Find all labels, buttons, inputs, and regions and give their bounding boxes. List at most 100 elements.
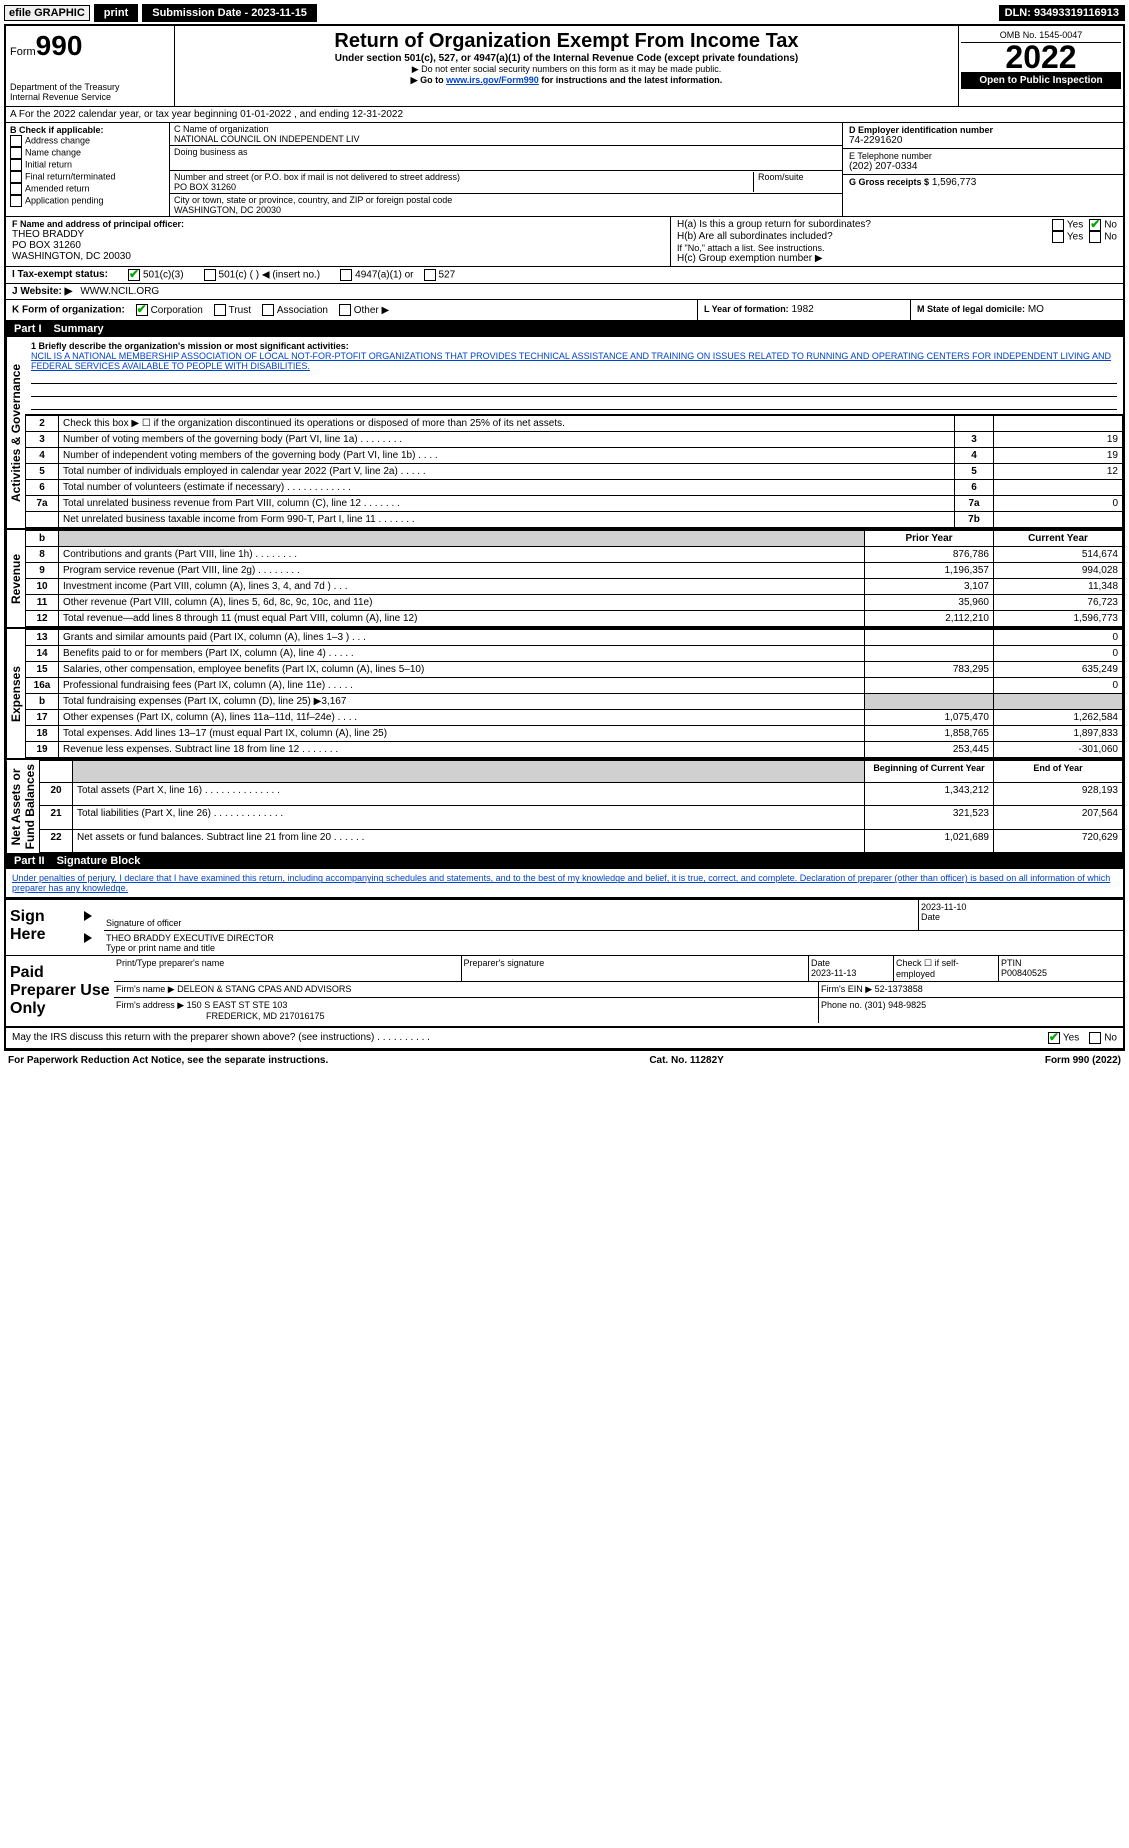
irs-label: Internal Revenue Service [10,92,170,102]
cell: End of Year [994,761,1123,783]
chk-pending[interactable]: Application pending [10,195,165,207]
website-value: WWW.NCIL.ORG [80,286,159,297]
officer-name: THEO BRADDY EXECUTIVE DIRECTOR [106,933,1121,943]
i-527[interactable]: 527 [424,269,456,281]
ein-label: D Employer identification number [849,125,1117,135]
cell [26,512,59,528]
chk-name[interactable]: Name change [10,147,165,159]
cell: 7a [26,496,59,512]
cell: 3 [955,432,994,448]
f-addr2: WASHINGTON, DC 20030 [12,251,664,262]
form990-link[interactable]: www.irs.gov/Form990 [446,75,539,85]
sign-here-block: Sign Here Signature of officer 2023-11-1… [6,898,1123,956]
i-501c3[interactable]: 501(c)(3) [128,269,184,281]
ha-row: H(a) Is this a group return for subordin… [677,219,1117,231]
gross-value: 1,596,773 [932,177,977,188]
city-value: WASHINGTON, DC 20030 [174,205,838,215]
cell: 1,021,689 [865,829,994,852]
arrow-icon [84,900,104,955]
cell: 1,897,833 [994,726,1123,742]
sig-field[interactable] [106,902,916,918]
inspection-badge: Open to Public Inspection [961,72,1121,89]
table-row: bTotal fundraising expenses (Part IX, co… [26,694,1123,710]
ha-yes[interactable]: Yes [1052,219,1083,231]
org-name: NATIONAL COUNCIL ON INDEPENDENT LIV [174,134,838,144]
cell: Number of independent voting members of … [59,448,955,464]
cell: Net assets or fund balances. Subtract li… [73,829,865,852]
org-name-row: C Name of organization NATIONAL COUNCIL … [170,123,842,146]
form-number: 990 [36,30,83,61]
chk-initial[interactable]: Initial return [10,159,165,171]
block-i: I Tax-exempt status: 501(c)(3) 501(c) ( … [6,267,1123,284]
prep-selfemp[interactable]: Check ☐ if self-employed [894,956,999,981]
cell: Total expenses. Add lines 13–17 (must eq… [59,726,865,742]
cell: 720,629 [994,829,1123,852]
preparer-block: Paid Preparer Use Only Print/Type prepar… [6,956,1123,1028]
sign-here-label: Sign Here [6,900,84,955]
chk-address[interactable]: Address change [10,135,165,147]
efile-label: efile GRAPHIC [4,5,90,21]
cell: 7b [955,512,994,528]
form-sub1: Under section 501(c), 527, or 4947(a)(1)… [179,53,954,64]
table-row: 5 Total number of individuals employed i… [26,464,1123,480]
cell: Professional fundraising fees (Part IX, … [59,678,865,694]
cell [865,678,994,694]
cell: 928,193 [994,782,1123,805]
cell: Total unrelated business revenue from Pa… [59,496,955,512]
k-assoc[interactable]: Association [262,305,328,316]
submission-date-button[interactable]: Submission Date - 2023-11-15 [142,4,317,22]
table-row: 17Other expenses (Part IX, column (A), l… [26,710,1123,726]
dept-label: Department of the Treasury [10,82,170,92]
cell: Total revenue—add lines 8 through 11 (mu… [59,611,865,627]
discuss-no[interactable]: No [1089,1032,1117,1044]
chk-final[interactable]: Final return/terminated [10,171,165,183]
form-title: Return of Organization Exempt From Incom… [179,30,954,53]
addr-label: Number and street (or P.O. box if mail i… [174,172,753,182]
sig-date-label: Date [921,912,1121,922]
cell: 1,858,765 [865,726,994,742]
cell: 76,723 [994,595,1123,611]
i-label: I Tax-exempt status: [12,269,108,281]
ha-no[interactable]: No [1089,219,1117,231]
cell: 0 [994,496,1123,512]
k-trust[interactable]: Trust [214,305,251,316]
part2-label: Part II [14,855,45,867]
i-4947[interactable]: 4947(a)(1) or [340,269,413,281]
cell: 18 [26,726,59,742]
side-governance: Activities & Governance [6,337,25,528]
m-value: MO [1028,304,1044,315]
cell: 207,564 [994,806,1123,829]
cell: 12 [994,464,1123,480]
k-label: K Form of organization: [12,305,125,316]
hb-yes[interactable]: Yes [1052,231,1083,243]
cell: Total number of volunteers (estimate if … [59,480,955,496]
cell: 1,343,212 [865,782,994,805]
cell: 6 [26,480,59,496]
side-revenue: Revenue [6,530,25,627]
cell: 11 [26,595,59,611]
cell: 1,075,470 [865,710,994,726]
cell: 2 [26,416,59,432]
footer-left: For Paperwork Reduction Act Notice, see … [8,1055,328,1066]
discuss-yes[interactable]: Yes [1048,1032,1079,1044]
form-container: Form990 Department of the Treasury Inter… [4,24,1125,1050]
part2-title: Signature Block [57,855,141,867]
hb-no[interactable]: No [1089,231,1117,243]
tax-year: 2022 [961,43,1121,72]
blocks-klm: K Form of organization: Corporation Trus… [6,300,1123,321]
cell: 253,445 [865,742,994,758]
k-corp[interactable]: Corporation [136,305,203,316]
block-m: M State of legal domicile: MO [911,300,1123,320]
k-other[interactable]: Other ▶ [339,305,389,316]
header-center: Return of Organization Exempt From Incom… [175,26,958,106]
i-501c[interactable]: 501(c) ( ) ◀ (insert no.) [204,269,321,281]
dba-row: Doing business as [170,146,842,171]
chk-amended[interactable]: Amended return [10,183,165,195]
cell: 20 [40,782,73,805]
part1-body: Activities & Governance 1 Briefly descri… [6,337,1123,528]
revenue-table: b Prior Year Current Year 8Contributions… [25,530,1123,627]
cell: 876,786 [865,547,994,563]
l-value: 1982 [791,304,813,315]
cell: 9 [26,563,59,579]
print-button[interactable]: print [94,4,138,22]
